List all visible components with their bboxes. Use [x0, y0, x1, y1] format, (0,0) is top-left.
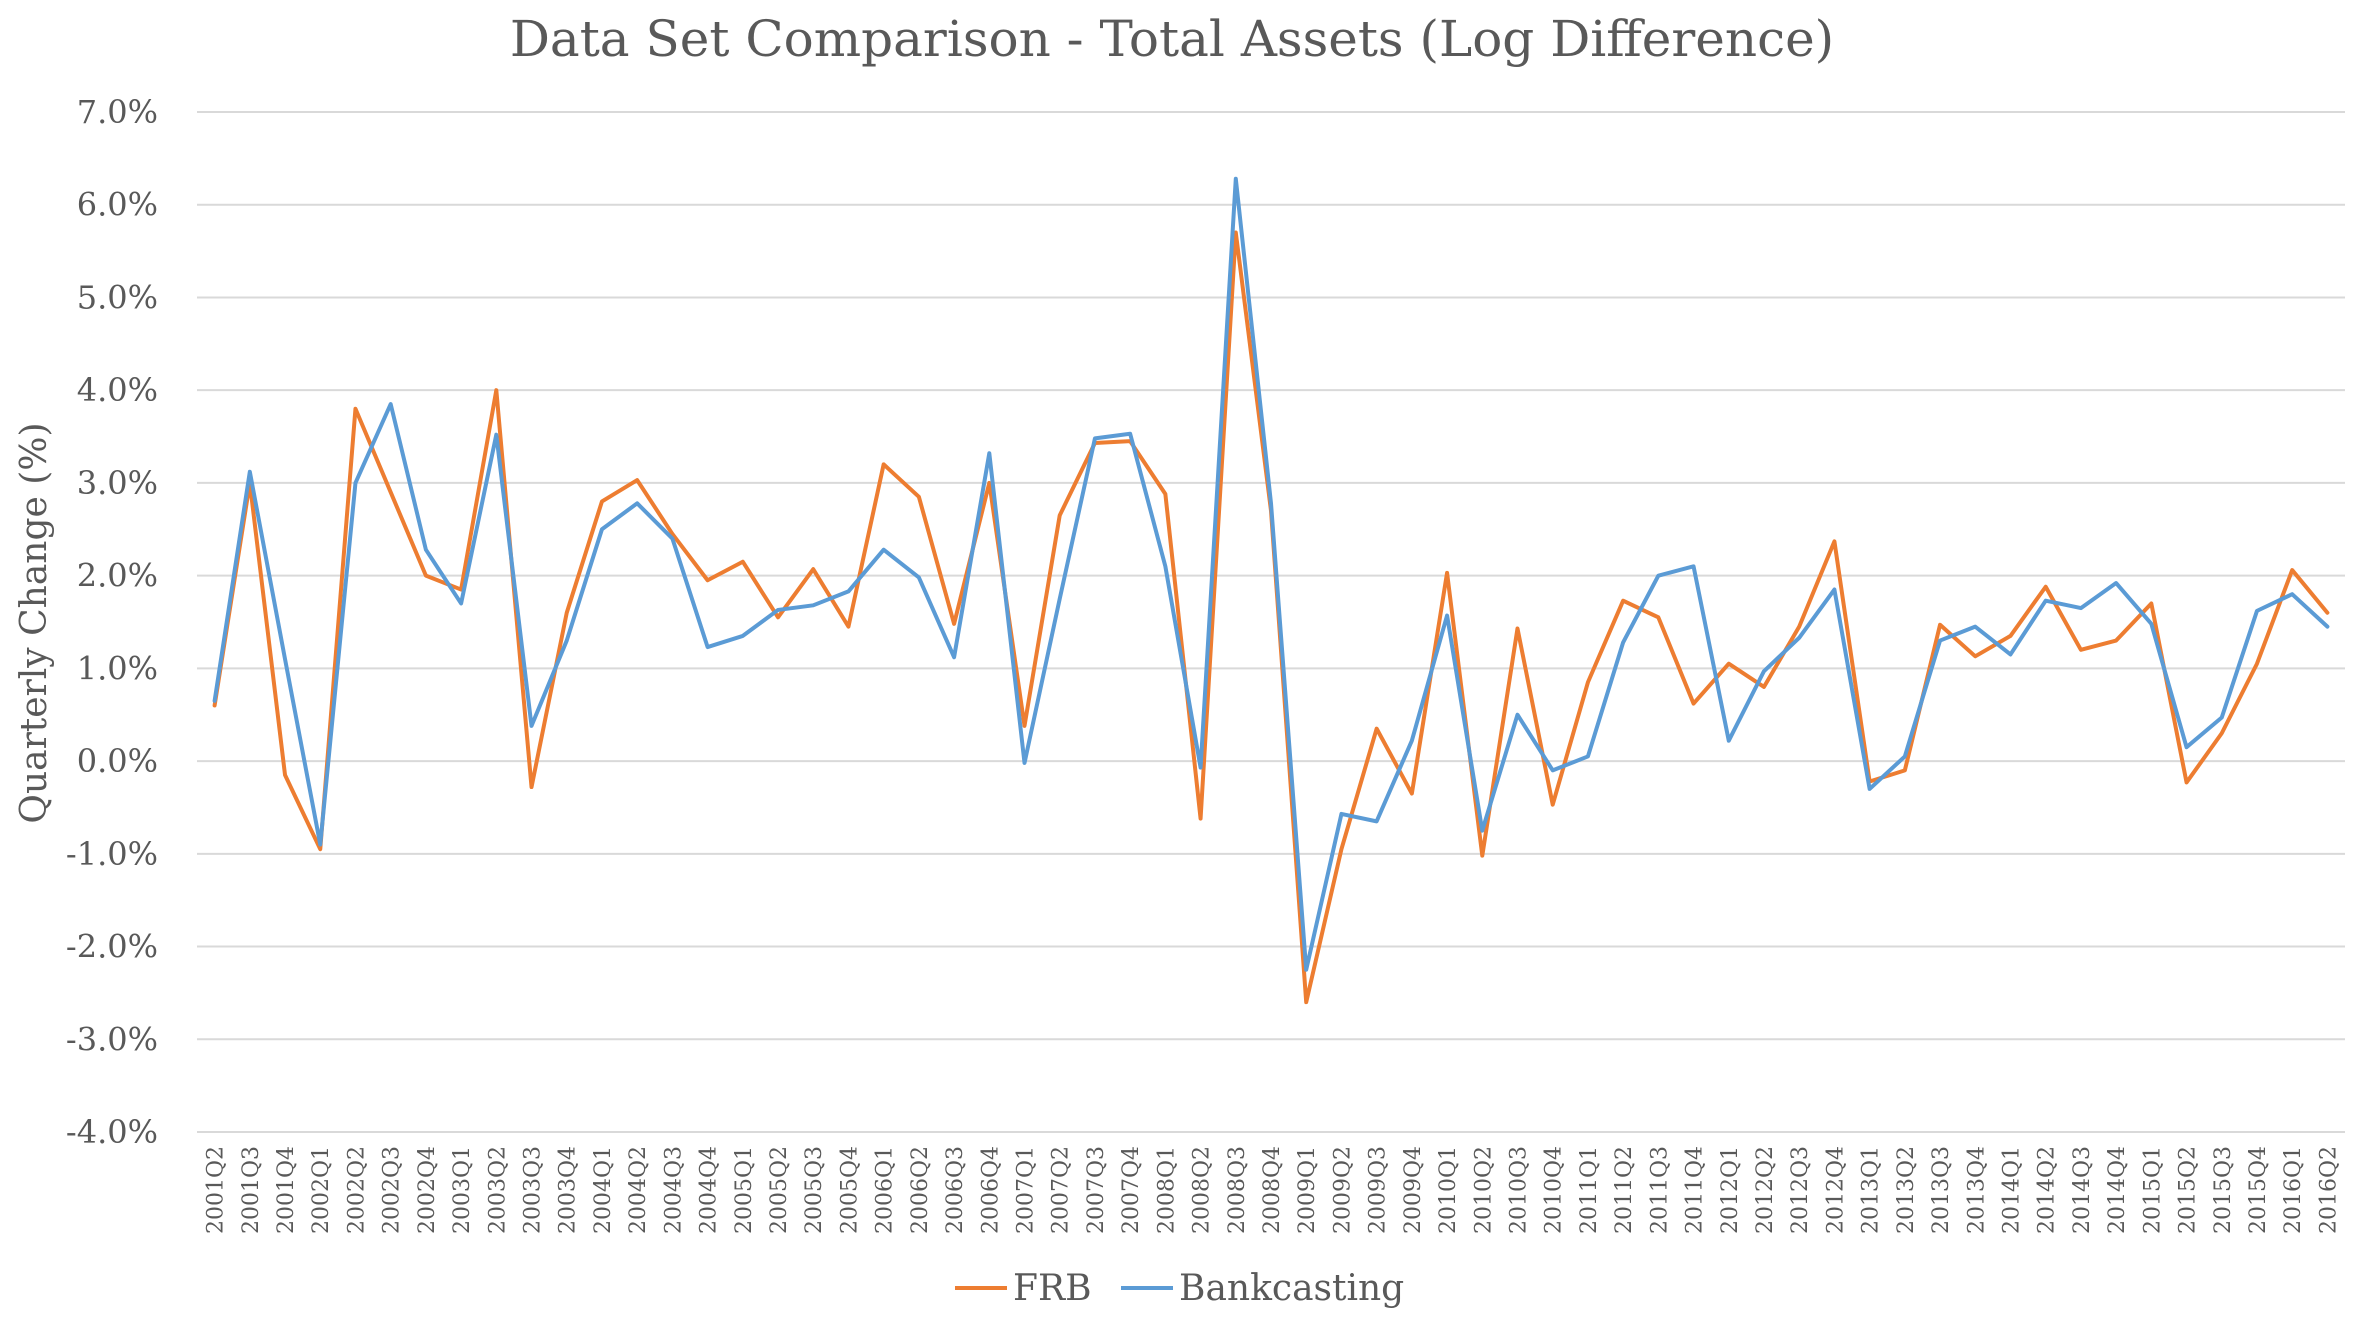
series-line-frb	[212, 230, 2330, 1005]
x-tick-label: 2014Q4	[2105, 1146, 2130, 1234]
x-tick-label: 2002Q1	[309, 1146, 334, 1234]
x-axis-ticks: 2001Q2 2001Q3 2001Q4 2002Q1 2002Q2 2002Q3 2002…	[204, 1146, 2342, 1234]
x-tick-label: 2002Q4	[415, 1146, 440, 1234]
x-tick-label: 2015Q4	[2246, 1146, 2271, 1234]
y-tick-label: -3.0%	[66, 1020, 158, 1058]
x-tick-label: 2015Q1	[2140, 1146, 2165, 1234]
x-tick-label: 2004Q1	[591, 1146, 616, 1234]
y-tick-label: 4.0%	[77, 371, 158, 409]
x-tick-label: 2008Q2	[1190, 1146, 1215, 1234]
x-tick-label: 2010Q2	[1471, 1146, 1496, 1234]
x-tick-label: 2015Q3	[2211, 1146, 2236, 1234]
x-tick-label: 2004Q2	[626, 1146, 651, 1234]
x-tick-label: 2005Q2	[767, 1146, 792, 1234]
x-tick-label: 2009Q2	[1330, 1146, 1355, 1234]
x-tick-label: 2016Q2	[2316, 1146, 2341, 1234]
x-tick-label: 2016Q1	[2281, 1146, 2306, 1234]
x-tick-label: 2012Q1	[1718, 1146, 1743, 1234]
x-tick-label: 2009Q4	[1401, 1146, 1426, 1234]
x-tick-label: 2013Q3	[1929, 1146, 1954, 1234]
x-tick-label: 2010Q1	[1436, 1146, 1461, 1234]
x-tick-label: 2004Q3	[661, 1146, 686, 1234]
y-tick-label: 5.0%	[77, 278, 158, 316]
x-tick-label: 2001Q2	[204, 1146, 229, 1234]
legend-label: Bankcasting	[1179, 1268, 1404, 1309]
x-tick-label: 2006Q4	[978, 1146, 1003, 1234]
x-tick-label: 2008Q3	[1225, 1146, 1250, 1234]
x-tick-label: 2007Q4	[1119, 1146, 1144, 1234]
x-tick-label: 2009Q1	[1295, 1146, 1320, 1234]
legend-label: FRB	[1013, 1268, 1092, 1309]
x-tick-label: 2008Q4	[1260, 1146, 1285, 1234]
y-tick-label: -1.0%	[66, 835, 158, 873]
x-tick-label: 2013Q1	[1859, 1146, 1884, 1234]
x-tick-label: 2011Q3	[1647, 1146, 1672, 1234]
gridlines	[197, 111, 2345, 1133]
x-tick-label: 2003Q1	[450, 1146, 475, 1234]
x-tick-label: 2012Q3	[1788, 1146, 1813, 1234]
x-tick-label: 2009Q3	[1366, 1146, 1391, 1234]
x-tick-label: 2007Q3	[1084, 1146, 1109, 1234]
series-lines	[212, 176, 2330, 1005]
y-tick-label: 3.0%	[77, 464, 158, 502]
y-axis-label: Quarterly Change (%)	[14, 422, 55, 823]
y-tick-label: 6.0%	[77, 186, 158, 224]
x-tick-label: 2010Q3	[1506, 1146, 1531, 1234]
x-tick-label: 2013Q4	[1964, 1146, 1989, 1234]
x-tick-label: 2012Q2	[1753, 1146, 1778, 1234]
x-tick-label: 2005Q4	[837, 1146, 862, 1234]
y-tick-label: 0.0%	[77, 742, 158, 780]
y-tick-label: 1.0%	[77, 649, 158, 687]
x-tick-label: 2008Q1	[1154, 1146, 1179, 1234]
chart-title: Data Set Comparison - Total Assets (Log …	[510, 10, 1834, 68]
x-tick-label: 2001Q3	[239, 1146, 264, 1234]
x-tick-label: 2012Q4	[1823, 1146, 1848, 1234]
x-tick-label: 2002Q2	[344, 1146, 369, 1234]
x-tick-label: 2007Q1	[1014, 1146, 1039, 1234]
series-line-bankcasting	[212, 176, 2330, 972]
y-axis-ticks: 7.0% 6.0% 5.0% 4.0% 3.0% 2.0% 1.0% 0.0% -1.0% -2.…	[66, 93, 158, 1151]
x-tick-label: 2005Q3	[802, 1146, 827, 1234]
x-tick-label: 2003Q2	[485, 1146, 510, 1234]
x-tick-label: 2010Q4	[1542, 1146, 1567, 1234]
x-tick-label: 2007Q2	[1049, 1146, 1074, 1234]
x-tick-label: 2014Q2	[2035, 1146, 2060, 1234]
x-tick-label: 2002Q3	[380, 1146, 405, 1234]
x-tick-label: 2014Q1	[1999, 1146, 2024, 1234]
y-tick-label: 2.0%	[77, 557, 158, 595]
x-tick-label: 2003Q3	[521, 1146, 546, 1234]
x-tick-label: 2006Q1	[873, 1146, 898, 1234]
y-tick-label: 7.0%	[77, 93, 158, 131]
y-tick-label: -2.0%	[66, 928, 158, 966]
y-tick-label: -4.0%	[66, 1113, 158, 1151]
legend: FRB Bankcasting	[955, 1268, 1404, 1309]
x-tick-label: 2003Q4	[556, 1146, 581, 1234]
x-tick-label: 2015Q2	[2176, 1146, 2201, 1234]
x-tick-label: 2005Q1	[732, 1146, 757, 1234]
x-tick-label: 2014Q3	[2070, 1146, 2095, 1234]
x-tick-label: 2011Q2	[1612, 1146, 1637, 1234]
x-tick-label: 2011Q1	[1577, 1146, 1602, 1234]
x-tick-label: 2006Q3	[943, 1146, 968, 1234]
x-tick-label: 2013Q2	[1894, 1146, 1919, 1234]
x-tick-label: 2006Q2	[908, 1146, 933, 1234]
x-tick-label: 2001Q4	[274, 1146, 299, 1234]
x-tick-label: 2011Q4	[1683, 1146, 1708, 1234]
x-tick-label: 2004Q4	[697, 1146, 722, 1234]
